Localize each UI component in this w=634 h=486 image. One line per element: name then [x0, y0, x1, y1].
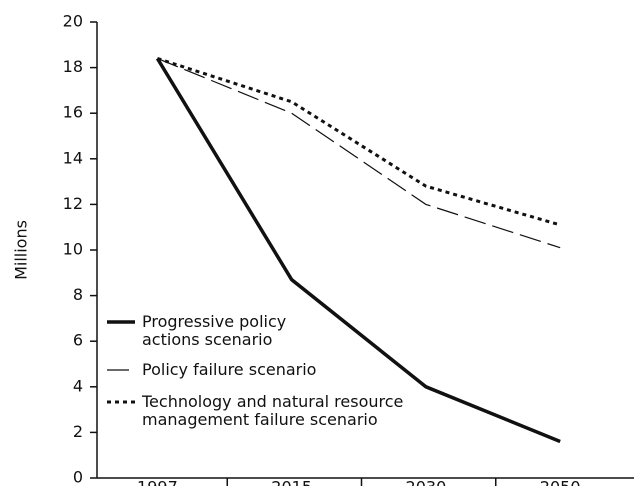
y-tick-label: 12: [63, 194, 83, 213]
legend-label: Technology and natural resource manageme…: [142, 392, 404, 429]
y-tick-label: 18: [63, 57, 83, 76]
legend-label: Progressive policy actions scenario: [142, 312, 287, 349]
series-line: [155, 57, 561, 444]
y-tick-label: 14: [63, 148, 83, 167]
x-tick-label: 2030: [406, 478, 447, 486]
legend-label: Policy failure scenario: [142, 360, 317, 379]
y-tick-label: 16: [63, 103, 83, 122]
y-tick-label: 6: [73, 331, 83, 350]
y-tick-label: 2: [73, 422, 83, 441]
series-line: [156, 57, 561, 227]
y-tick-label: 10: [63, 240, 83, 259]
y-tick-label: 4: [73, 376, 83, 395]
y-axis-label: Millions: [12, 220, 31, 280]
y-tick-label: 8: [73, 285, 83, 304]
x-tick-label: 2015: [271, 478, 312, 486]
x-tick-label: 2050: [540, 478, 581, 486]
y-tick-label: 20: [63, 12, 83, 31]
series-line: [157, 57, 561, 249]
x-tick-label: 1997: [137, 478, 178, 486]
y-tick-label: 0: [73, 468, 83, 486]
